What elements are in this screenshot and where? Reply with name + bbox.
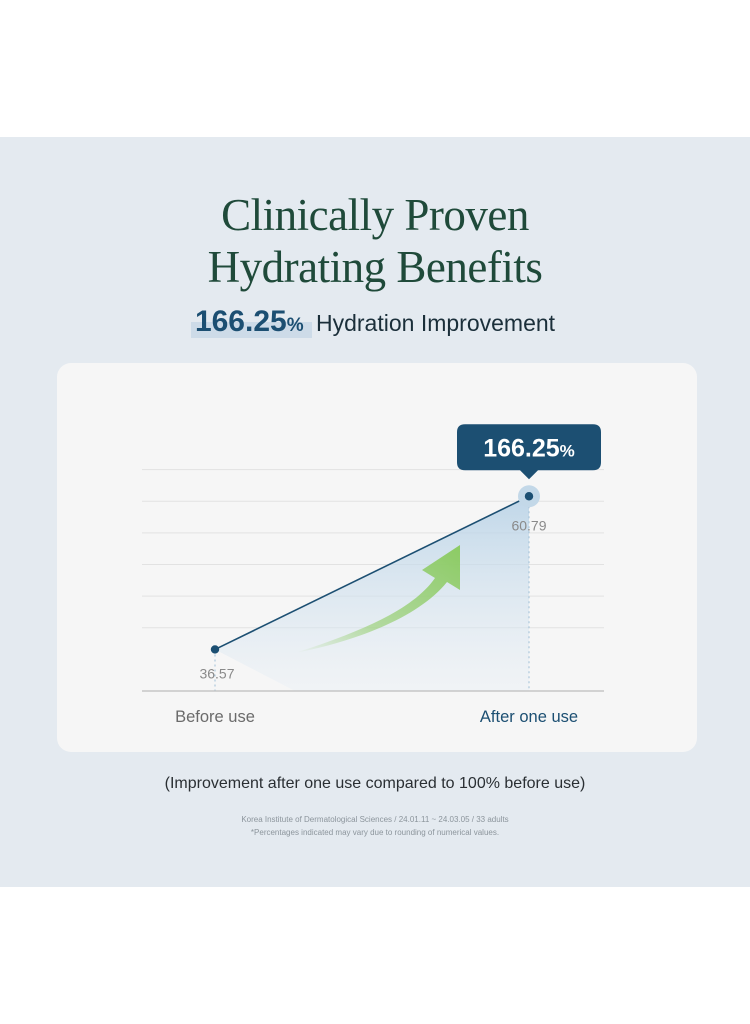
data-label-before: 36.57 — [199, 665, 234, 681]
highlight-percentage: 166.25% — [190, 305, 312, 339]
title-line-2: Hydrating Benefits — [207, 242, 543, 292]
callout-unit: % — [560, 441, 575, 460]
callout-bubble — [457, 424, 601, 480]
data-point-before — [210, 645, 220, 654]
hydration-chart: 36.57 60.79 Before use After one use 166… — [142, 424, 604, 726]
footnote-comparison: (Improvement after one use compared to 1… — [164, 775, 586, 792]
hydration-highlight: 166.25% Hydration Improvement — [0, 305, 750, 339]
chart-card: 36.57 60.79 Before use After one use 166… — [57, 363, 697, 752]
callout-label: 166.25% — [483, 434, 575, 462]
callout-value: 166.25 — [483, 434, 560, 462]
title-line-1: Clinically Proven — [221, 190, 529, 240]
highlight-text: Hydration Improvement — [316, 310, 556, 336]
series-line — [214, 495, 530, 651]
x-tick-label-after: After one use — [480, 708, 578, 726]
highlight-unit: % — [286, 315, 304, 336]
improvement-callout: 166.25% — [457, 424, 601, 480]
area-fill — [215, 496, 529, 691]
data-label-after: 60.79 — [511, 517, 546, 533]
trend-arrow-icon — [295, 545, 460, 653]
x-tick-label-before: Before use — [175, 708, 255, 726]
infographic-panel: Clinically Proven Hydrating Benefits 166… — [0, 137, 750, 887]
page-title: Clinically Proven Hydrating Benefits — [0, 189, 750, 293]
source-line-1: Korea Institute of Dermatological Scienc… — [241, 815, 509, 824]
highlight-value: 166.25 — [194, 305, 287, 338]
source-line-2: *Percentages indicated may vary due to r… — [250, 828, 500, 837]
source-citation: Korea Institute of Dermatological Scienc… — [0, 813, 750, 839]
data-point-after — [524, 492, 534, 501]
